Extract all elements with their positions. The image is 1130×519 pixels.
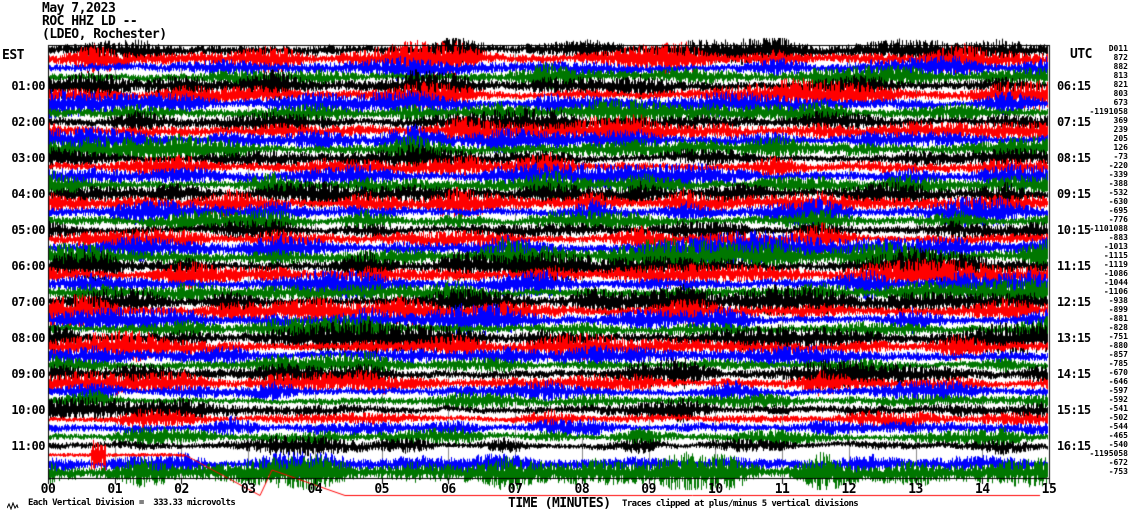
est-hour-label: 01:00 [11, 79, 45, 93]
trace-offset-value: -1115 [1103, 251, 1128, 260]
trace-offset-value: -541 [1108, 404, 1128, 413]
trace-offset-value: -532 [1108, 188, 1128, 197]
trace-offset-value: -597 [1108, 386, 1128, 395]
minute-tick-label: 14 [974, 482, 990, 497]
trace-offset-value: -646 [1108, 377, 1128, 386]
minute-tick-label: 03 [240, 482, 256, 497]
utc-hour-label: 14:15 [1057, 367, 1091, 381]
trace-offset-value: -899 [1108, 305, 1128, 314]
trace-offset-value: -339 [1108, 170, 1128, 179]
minute-tick-label: 11 [774, 482, 790, 497]
minute-tick-label: 00 [40, 482, 56, 497]
trace-offset-value: 803 [1113, 89, 1128, 98]
trace-offset-value: -881 [1108, 314, 1128, 323]
trace-offset-value: -630 [1108, 197, 1128, 206]
trace-offset-value: -592 [1108, 395, 1128, 404]
trace-offset-value: -1101088 [1089, 224, 1128, 233]
est-hour-label: 03:00 [11, 151, 45, 165]
utc-hour-label: 08:15 [1057, 151, 1091, 165]
est-hour-label: 07:00 [11, 295, 45, 309]
x-axis-title: TIME (MINUTES) [508, 496, 611, 511]
trace-offset-value: -220 [1108, 161, 1128, 170]
minute-tick-label: 04 [307, 482, 323, 497]
trace-offset-value: -938 [1108, 296, 1128, 305]
est-hour-label: 10:00 [11, 403, 45, 417]
minute-tick-label: 13 [908, 482, 923, 497]
minute-tick-label: 15 [1041, 482, 1057, 497]
left-axis-title-est: EST [2, 48, 24, 63]
right-axis-title-utc: UTC [1070, 47, 1092, 62]
trace-offset-value: -1044 [1103, 278, 1128, 287]
trace-offset-value: -1191058 [1089, 107, 1128, 116]
trace-offset-value: -776 [1108, 215, 1128, 224]
header-station-code: ROC HHZ LD -- [42, 14, 138, 29]
trace-offset-value: 205 [1113, 134, 1128, 143]
minute-tick-label: 12 [841, 482, 857, 497]
trace-offset-value: 673 [1113, 98, 1128, 107]
trace-offset-value: 821 [1113, 80, 1128, 89]
utc-hour-label: 16:15 [1057, 439, 1091, 453]
minute-tick-label: 07 [507, 482, 523, 497]
trace-offset-value: 239 [1113, 125, 1128, 134]
trace-offset-value: -502 [1108, 413, 1128, 422]
utc-hour-label: 15:15 [1057, 403, 1091, 417]
minute-tick-label: 10 [708, 482, 723, 497]
est-hour-label: 11:00 [11, 439, 45, 453]
utc-hour-label: 13:15 [1057, 331, 1091, 345]
est-hour-label: 05:00 [11, 223, 45, 237]
trace-offset-value: -540 [1108, 440, 1128, 449]
trace-offset-value: -1119 [1103, 260, 1128, 269]
trace-offset-value: 369 [1113, 116, 1128, 125]
utc-hour-label: 11:15 [1057, 259, 1091, 273]
est-hour-label: 02:00 [11, 115, 45, 129]
trace-offset-value: -544 [1108, 422, 1128, 431]
utc-hour-label: 09:15 [1057, 187, 1091, 201]
clip-note: Traces clipped at plus/minus 5 vertical … [622, 499, 859, 509]
trace-offset-value: -751 [1108, 332, 1128, 341]
minute-tick-label: 01 [107, 482, 123, 497]
trace-offset-value: -672 [1108, 458, 1128, 467]
minute-tick-label: 05 [374, 482, 389, 497]
trace-offset-value: -753 [1108, 467, 1128, 476]
trace-offset-value: -465 [1108, 431, 1128, 440]
trace-offset-value: 813 [1113, 71, 1128, 80]
trace-offset-value: -73 [1113, 152, 1128, 161]
utc-hour-label: 12:15 [1057, 295, 1091, 309]
trace-offset-value: -857 [1108, 350, 1128, 359]
utc-hour-label: 10:15 [1057, 223, 1091, 237]
trace-offset-value: -785 [1108, 359, 1128, 368]
utc-hour-label: 06:15 [1057, 79, 1091, 93]
est-hour-label: 08:00 [11, 331, 45, 345]
utc-hour-label: 07:15 [1057, 115, 1091, 129]
header-network-name: (LDEO, Rochester) [42, 27, 167, 42]
trace-offset-value: -1195058 [1089, 449, 1128, 458]
minute-tick-label: 06 [441, 482, 456, 497]
trace-offset-value: -880 [1108, 341, 1128, 350]
trace-offset-value: -828 [1108, 323, 1128, 332]
est-hour-label: 06:00 [11, 259, 45, 273]
est-hour-label: 04:00 [11, 187, 45, 201]
minute-tick-label: 08 [574, 482, 590, 497]
trace-offset-value: 882 [1113, 62, 1128, 71]
minute-tick-label: 09 [641, 482, 656, 497]
trace-offset-value: -388 [1108, 179, 1128, 188]
trace-offset-value: -670 [1108, 368, 1128, 377]
scale-note: Each Vertical Division = 333.33 microvol… [28, 498, 236, 508]
trace-offset-value: -1013 [1103, 242, 1128, 251]
trace-offset-value: 872 [1113, 53, 1128, 62]
trace-offset-value: -1086 [1103, 269, 1128, 278]
trace-offset-value: -695 [1108, 206, 1128, 215]
header-date: May 7,2023 [42, 1, 116, 16]
trace-offset-value: -883 [1108, 233, 1128, 242]
trace-offset-value: 126 [1113, 143, 1128, 152]
trace-offset-value: D011 [1108, 44, 1128, 53]
est-hour-label: 09:00 [11, 367, 45, 381]
tiny-waveform-icon [7, 502, 19, 510]
minute-tick-label: 02 [174, 482, 189, 497]
trace-offset-value: -1106 [1103, 287, 1128, 296]
